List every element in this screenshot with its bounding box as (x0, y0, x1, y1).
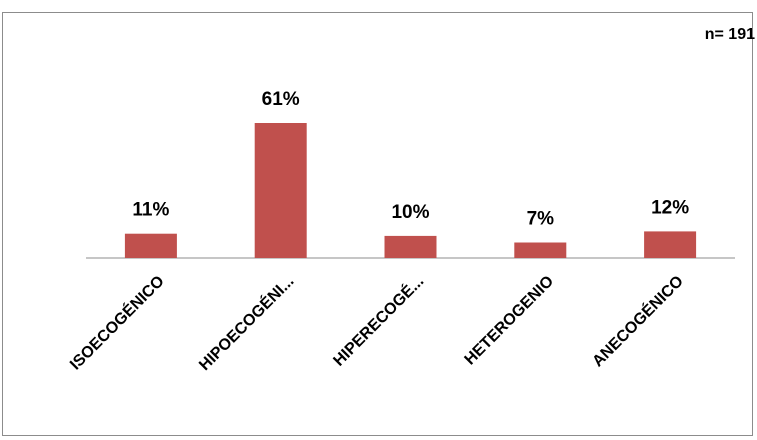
bar (514, 242, 567, 258)
data-label: 61% (262, 89, 300, 110)
bars-group (124, 123, 697, 258)
bar (254, 123, 307, 258)
category-tick-label: HIPOECOGÉNI... (195, 271, 298, 374)
category-tick-label: ISOECOGÉNICO (66, 271, 168, 373)
tick-labels-group: ISOECOGÉNICO HIPOECOGÉNI... HIPERECOGÉ... H… (66, 271, 687, 374)
bar (384, 235, 437, 258)
data-label: 11% (132, 200, 169, 221)
category-tick-label: ANECOGÉNICO (588, 271, 687, 370)
sample-size-label: n= 191 (704, 26, 755, 43)
data-label: 10% (391, 202, 429, 223)
data-label: 7% (527, 209, 555, 230)
chart-frame (2, 12, 753, 436)
category-tick-label: HIPERECOGÉ... (329, 271, 427, 369)
category-tick-label: HETEROGENIO (462, 273, 558, 369)
data-label: 12% (651, 197, 689, 218)
bar (644, 231, 697, 258)
bar (124, 233, 177, 258)
value-labels-group: 11% 61% 10% 7% 12% (132, 89, 689, 230)
